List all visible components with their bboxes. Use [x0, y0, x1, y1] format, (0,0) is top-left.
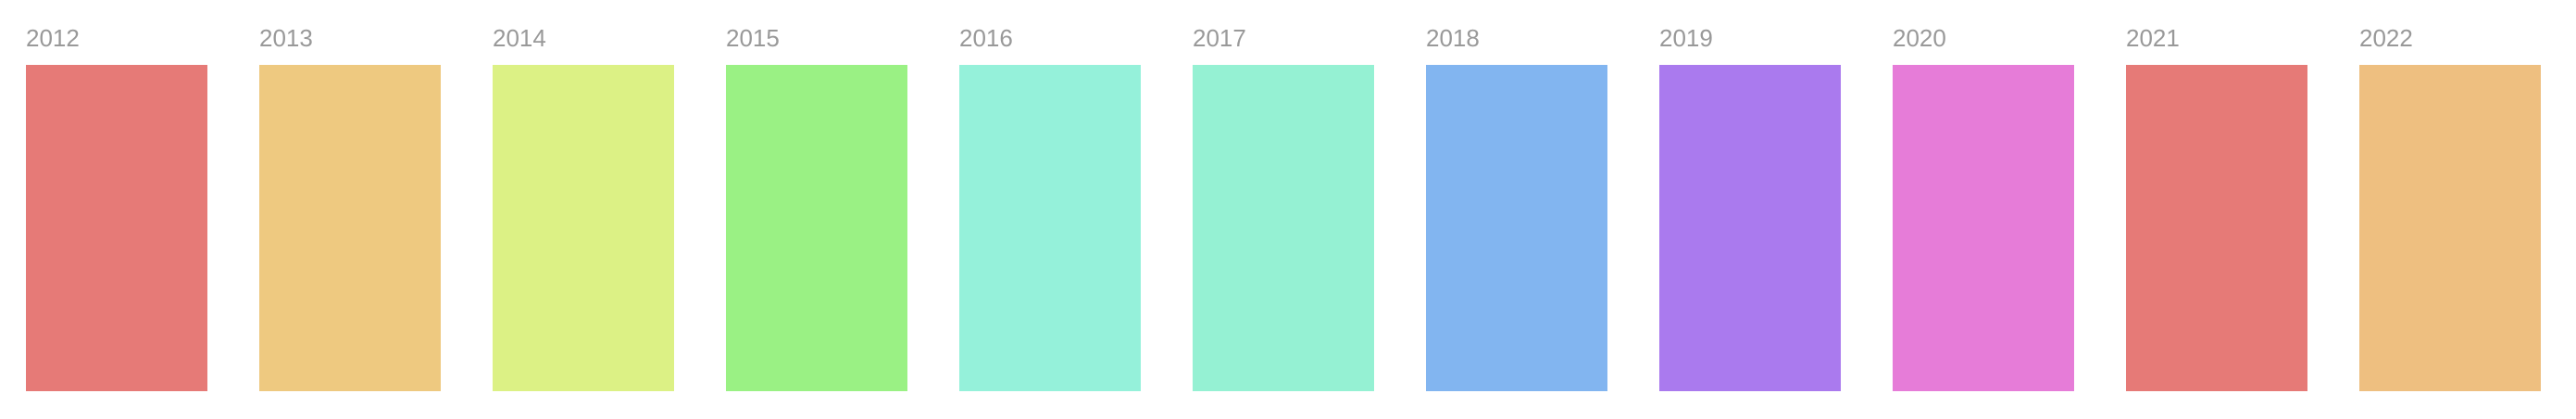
year-swatch-row: 2012 2013 2014 2015 2016 2017 2018 2019 …	[26, 24, 2541, 391]
color-block[interactable]	[26, 65, 207, 391]
swatch-year-label: 2017	[1193, 24, 1246, 52]
color-block[interactable]	[1193, 65, 1374, 391]
color-block[interactable]	[2359, 65, 2541, 391]
swatch-2021[interactable]: 2021	[2126, 24, 2307, 391]
swatch-year-label: 2015	[726, 24, 780, 52]
color-block[interactable]	[493, 65, 674, 391]
color-block[interactable]	[726, 65, 907, 391]
swatch-2013[interactable]: 2013	[259, 24, 441, 391]
swatch-2018[interactable]: 2018	[1426, 24, 1607, 391]
swatch-2022[interactable]: 2022	[2359, 24, 2541, 391]
swatch-2014[interactable]: 2014	[493, 24, 674, 391]
swatch-year-label: 2016	[959, 24, 1013, 52]
color-block[interactable]	[1426, 65, 1607, 391]
color-block[interactable]	[2126, 65, 2307, 391]
swatch-year-label: 2018	[1426, 24, 1480, 52]
swatch-2016[interactable]: 2016	[959, 24, 1141, 391]
swatch-year-label: 2014	[493, 24, 546, 52]
swatch-year-label: 2022	[2359, 24, 2413, 52]
color-block[interactable]	[1659, 65, 1841, 391]
swatch-2017[interactable]: 2017	[1193, 24, 1374, 391]
swatch-year-label: 2013	[259, 24, 313, 52]
swatch-2015[interactable]: 2015	[726, 24, 907, 391]
swatch-2020[interactable]: 2020	[1893, 24, 2074, 391]
swatch-year-label: 2020	[1893, 24, 1946, 52]
swatch-2019[interactable]: 2019	[1659, 24, 1841, 391]
color-block[interactable]	[1893, 65, 2074, 391]
swatch-year-label: 2019	[1659, 24, 1713, 52]
color-block[interactable]	[259, 65, 441, 391]
color-block[interactable]	[959, 65, 1141, 391]
swatch-2012[interactable]: 2012	[26, 24, 207, 391]
swatch-year-label: 2021	[2126, 24, 2180, 52]
swatch-year-label: 2012	[26, 24, 80, 52]
